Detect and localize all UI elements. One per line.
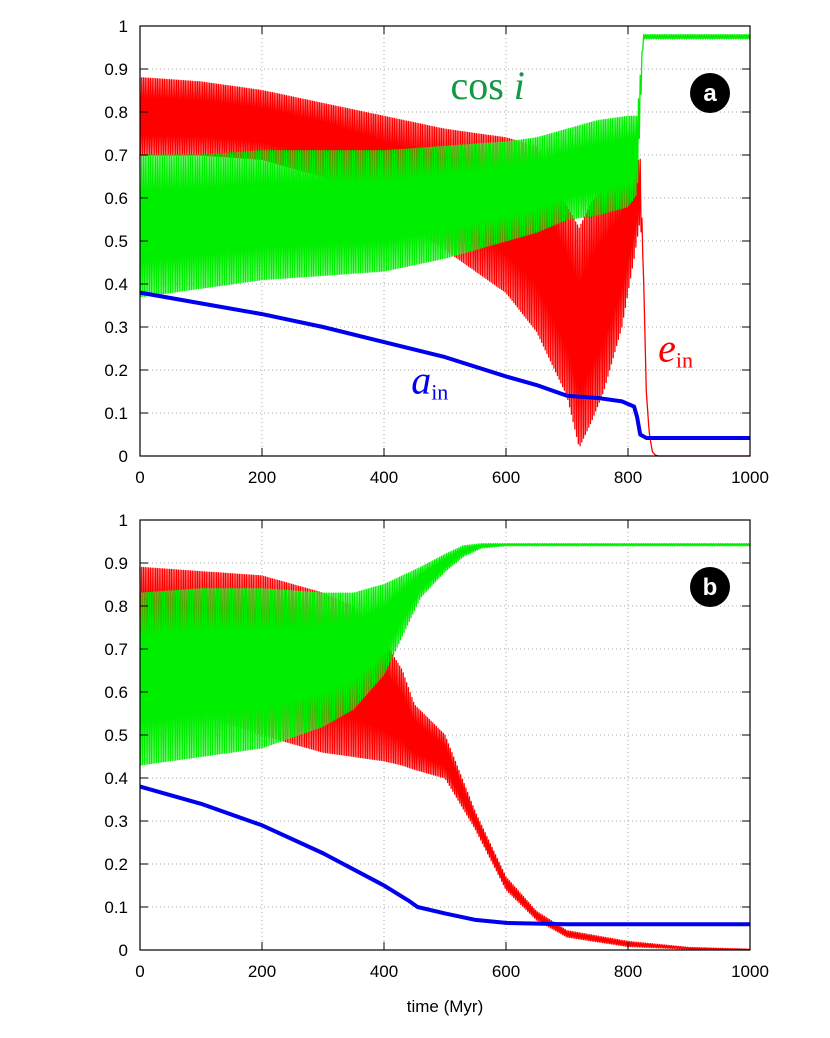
y-tick-label: 0.8 (104, 103, 128, 122)
panel-badge (690, 567, 730, 607)
y-tick-label: 0.7 (104, 146, 128, 165)
y-tick-label: 0.1 (104, 898, 128, 917)
x-tick-label: 200 (248, 962, 276, 981)
series-cos-i-band (139, 543, 751, 766)
panel-label: a (703, 80, 717, 107)
panel-a: 0 200 400 600 800 1000 0 0.1 0.2 0.3 0.4 0.5 0.6 0.7 0… (104, 17, 769, 487)
x-tick-label: 600 (492, 962, 520, 981)
y-tick-label: 1 (119, 17, 128, 36)
x-tick-label: 0 (135, 962, 144, 981)
y-tick-label: 0.7 (104, 640, 128, 659)
y-tick-label: 0.9 (104, 60, 128, 79)
series-e-in-band (139, 566, 751, 951)
y-tick-label: 0.4 (104, 275, 128, 294)
y-tick-label: 0.9 (104, 554, 128, 573)
series-a-in-line (139, 784, 750, 927)
y-tick-label: 0.5 (104, 232, 128, 251)
x-tick-label: 800 (614, 962, 642, 981)
x-tick-label: 1000 (731, 962, 769, 981)
y-tick-label: 0.2 (104, 361, 128, 380)
x-axis-label: time (Myr) (407, 997, 483, 1016)
y-tick-label: 0.4 (104, 769, 128, 788)
x-tick-label: 600 (492, 468, 520, 487)
y-tick-label: 0 (119, 941, 128, 960)
y-tick-label: 1 (119, 511, 128, 530)
y-tick-label: 0.8 (104, 597, 128, 616)
label-e-in: ein (658, 325, 693, 372)
x-tick-label: 0 (135, 468, 144, 487)
y-tick-label: 0.2 (104, 855, 128, 874)
panel-badge (690, 73, 730, 113)
x-tick-label: 400 (370, 468, 398, 487)
x-tick-label: 800 (614, 468, 642, 487)
y-tick-label: 0.5 (104, 726, 128, 745)
x-tick-label: 200 (248, 468, 276, 487)
label-cos-i: cos i (450, 63, 524, 108)
panel-label: b (703, 574, 718, 601)
y-tick-label: 0.3 (104, 812, 128, 831)
y-tick-label: 0 (119, 447, 128, 466)
y-tick-label: 0.1 (104, 404, 128, 423)
series-a-in-line (139, 290, 750, 440)
series-e-in-band (139, 77, 750, 457)
series-cos-i-band (139, 33, 751, 298)
label-a-in: ain (411, 358, 448, 405)
y-tick-label: 0.3 (104, 318, 128, 337)
x-tick-label: 1000 (731, 468, 769, 487)
x-tick-label: 400 (370, 962, 398, 981)
y-tick-label: 0.6 (104, 683, 128, 702)
panel-b: 0 200 400 600 800 1000 0 0.1 0.2 0.3 0.4 0.5 0.6 0.7 0… (104, 511, 769, 1016)
y-tick-label: 0.6 (104, 189, 128, 208)
